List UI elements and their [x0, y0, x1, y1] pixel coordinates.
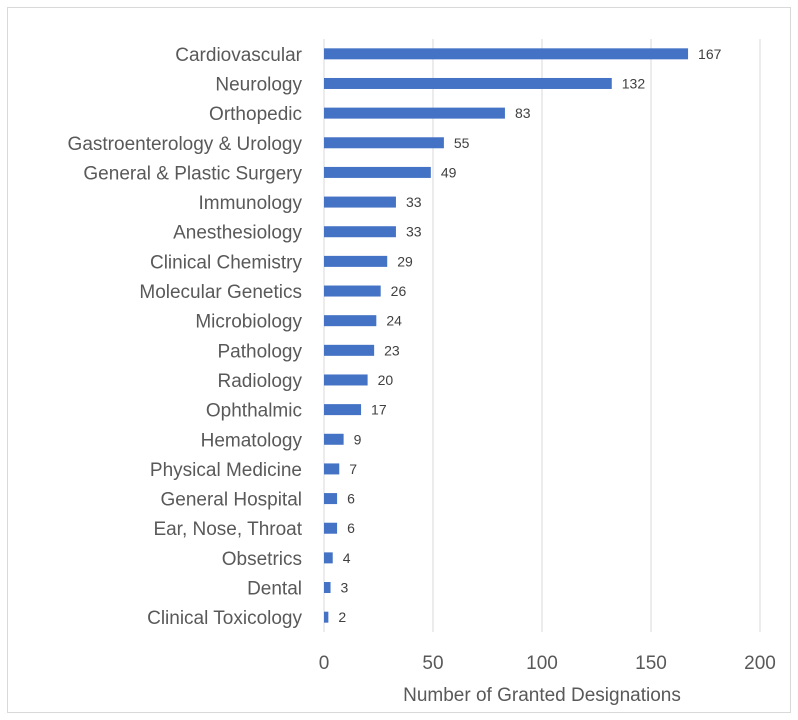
bar: [324, 137, 444, 149]
category-label: Neurology: [215, 74, 302, 95]
bar: [324, 493, 338, 505]
x-tick-label: 50: [422, 653, 443, 674]
data-label: 2: [338, 609, 346, 625]
x-tick-label: 0: [319, 653, 330, 674]
category-label: Hematology: [201, 430, 303, 451]
data-label: 167: [698, 46, 722, 62]
bar: [324, 315, 377, 327]
bar: [324, 255, 388, 267]
bar: [324, 77, 612, 89]
category-label: Dental: [247, 579, 302, 600]
bar: [324, 611, 329, 623]
bar: [324, 107, 505, 119]
category-label: Microbiology: [195, 312, 302, 333]
data-label: 24: [386, 313, 402, 329]
data-labels: 167 132 83 55 49 33 33 29 26 24 23 20 17 9 7 6 6 4 3 2: [338, 46, 721, 625]
category-label: Physical Medicine: [150, 460, 302, 481]
data-label: 132: [622, 75, 646, 91]
category-label: Clinical Chemistry: [150, 252, 303, 273]
category-label: Clinical Toxicology: [147, 608, 302, 629]
data-label: 55: [454, 135, 470, 151]
bar: [324, 433, 344, 445]
bar: [324, 404, 362, 416]
category-label: Cardiovascular: [175, 45, 302, 66]
category-label: General & Plastic Surgery: [83, 163, 302, 184]
data-label: 9: [354, 431, 362, 447]
category-label: Ear, Nose, Throat: [153, 519, 302, 540]
bar: [324, 48, 689, 60]
category-label: Anesthesiology: [173, 223, 302, 244]
bars: [324, 48, 689, 623]
category-label: Molecular Genetics: [139, 282, 302, 303]
bar: [324, 344, 375, 356]
data-label: 26: [391, 283, 407, 299]
data-label: 33: [406, 194, 422, 210]
data-label: 83: [515, 105, 531, 121]
category-label: Obsetrics: [222, 549, 302, 570]
x-axis-title: Number of Granted Designations: [403, 685, 681, 706]
category-label: Gastroenterology & Urology: [68, 134, 303, 155]
data-label: 23: [384, 342, 400, 358]
data-label: 6: [347, 491, 355, 507]
bar: [324, 522, 338, 534]
data-label: 6: [347, 520, 355, 536]
x-tick-label: 100: [526, 653, 558, 674]
data-label: 4: [343, 550, 351, 566]
data-label: 49: [441, 164, 457, 180]
category-label: Pathology: [217, 341, 302, 362]
data-label: 17: [371, 402, 387, 418]
chart-frame: [7, 7, 791, 713]
x-tick-label: 150: [635, 653, 667, 674]
bar: [324, 226, 396, 238]
gridlines: [323, 39, 761, 632]
bar: [324, 374, 368, 386]
category-label: Orthopedic: [209, 104, 302, 125]
bar: [324, 166, 431, 178]
bar: [324, 552, 333, 564]
bar: [324, 582, 331, 594]
bar: [324, 463, 340, 475]
bar: [324, 285, 381, 297]
data-label: 7: [349, 461, 357, 477]
data-label: 29: [397, 253, 413, 269]
category-labels: Cardiovascular Neurology Orthopedic Gastroe…: [68, 45, 303, 629]
category-label: Radiology: [218, 371, 303, 392]
x-tick-labels: 0 50 100 150 200: [319, 653, 776, 674]
category-label: Immunology: [199, 193, 303, 214]
data-label: 33: [406, 224, 422, 240]
bar: [324, 196, 396, 208]
category-label: Ophthalmic: [206, 401, 302, 422]
x-tick-label: 200: [744, 653, 776, 674]
data-label: 20: [378, 372, 394, 388]
data-label: 3: [341, 580, 349, 596]
category-label: General Hospital: [160, 490, 302, 511]
